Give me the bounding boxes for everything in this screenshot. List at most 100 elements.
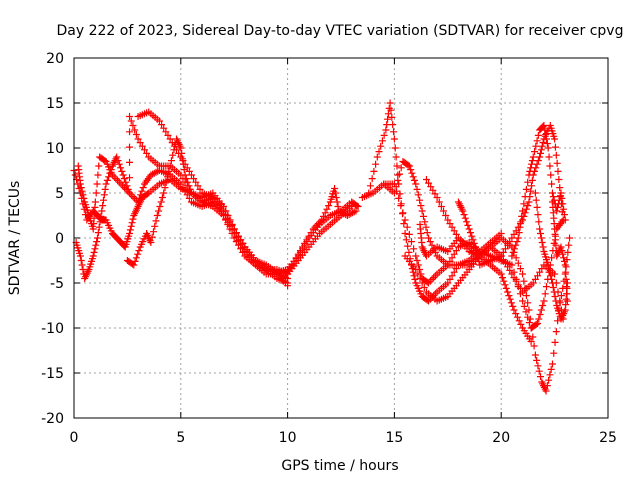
data-point [134, 135, 142, 143]
data-point [542, 387, 550, 395]
data-point [548, 279, 556, 287]
data-point [536, 268, 544, 276]
data-point [157, 198, 165, 206]
data-point [446, 275, 454, 283]
data-point [546, 268, 554, 276]
data-point [126, 113, 134, 120]
data-point [547, 272, 555, 280]
series-track-8 [284, 203, 356, 278]
data-point [539, 243, 547, 251]
data-point [89, 252, 97, 260]
data-point [501, 281, 509, 289]
data-point [390, 128, 398, 136]
data-point [508, 261, 516, 269]
data-point [504, 241, 512, 249]
data-point [392, 183, 400, 191]
data-point [472, 243, 480, 251]
data-point [412, 266, 420, 273]
data-point [405, 248, 413, 256]
data-point [185, 182, 193, 190]
data-point [332, 194, 340, 201]
data-point [103, 176, 111, 184]
data-point [545, 376, 553, 384]
data-point [419, 212, 427, 220]
data-point [222, 207, 230, 215]
data-point [527, 187, 535, 195]
data-point [452, 230, 460, 238]
data-point [217, 208, 225, 216]
data-point [545, 153, 553, 161]
data-point [182, 175, 190, 183]
data-point [319, 212, 327, 220]
data-point [563, 290, 571, 298]
x-tick-label: 0 [70, 430, 79, 446]
data-point [514, 281, 522, 289]
data-point [230, 225, 238, 233]
data-point [529, 279, 537, 287]
data-point [387, 106, 395, 114]
data-point [113, 153, 121, 161]
data-point [366, 182, 374, 190]
data-point [513, 313, 521, 321]
data-point [92, 189, 100, 197]
data-point [407, 166, 415, 174]
data-point [537, 146, 545, 154]
data-point [519, 207, 527, 215]
data-point [414, 270, 422, 278]
data-point [525, 171, 533, 179]
data-point [412, 252, 420, 260]
x-axis-label: GPS time / hours [281, 458, 398, 474]
data-point [136, 139, 144, 147]
data-point [370, 167, 378, 175]
data-point [134, 198, 142, 206]
data-point [165, 167, 173, 175]
data-point [547, 171, 555, 179]
data-point [423, 278, 431, 286]
data-point [540, 297, 548, 305]
data-point [400, 220, 408, 228]
data-point [98, 207, 106, 215]
data-point [534, 320, 542, 327]
data-point [220, 203, 228, 210]
data-point [548, 275, 556, 283]
data-point [138, 187, 146, 195]
data-point [539, 122, 547, 130]
data-point [522, 205, 530, 213]
data-point [284, 282, 292, 290]
data-point [551, 135, 559, 143]
data-point [543, 140, 551, 147]
data-point [551, 143, 559, 151]
data-point [556, 193, 564, 201]
data-point [368, 175, 376, 183]
data-point [433, 194, 441, 201]
data-point [522, 292, 530, 300]
data-point [112, 175, 120, 183]
data-point [429, 186, 437, 194]
data-point [410, 245, 418, 253]
data-point [563, 283, 571, 291]
data-point [224, 212, 232, 219]
data-point [132, 254, 140, 262]
data-point [448, 254, 456, 262]
data-point [531, 189, 539, 197]
y-axis-label: SDTVAR / TECUs [7, 181, 23, 296]
y-tick-label: -20 [41, 411, 64, 427]
data-point [127, 117, 135, 125]
data-point [497, 252, 505, 260]
data-point [528, 157, 536, 165]
data-point [504, 288, 512, 296]
data-point [560, 254, 568, 262]
data-point [555, 176, 563, 183]
data-point [545, 265, 553, 273]
data-point [384, 115, 392, 123]
data-point [505, 292, 513, 300]
data-point [71, 171, 79, 179]
data-point [228, 230, 236, 237]
data-point [531, 148, 539, 156]
data-point [537, 230, 545, 237]
data-point [100, 191, 108, 199]
y-tick-label: -5 [50, 276, 64, 292]
data-point [524, 178, 532, 186]
data-point [80, 194, 88, 202]
